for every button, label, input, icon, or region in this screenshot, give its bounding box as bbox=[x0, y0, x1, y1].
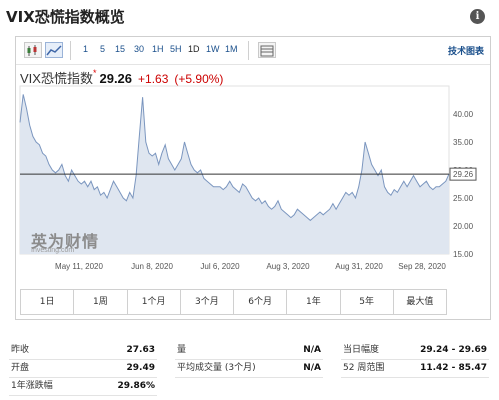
stat-label: 量 bbox=[177, 345, 187, 355]
period-5y[interactable]: 5年 bbox=[341, 290, 394, 314]
y-tick-label: 20.00 bbox=[453, 222, 474, 231]
stats-column-2: 量 N/A 平均成交量 (3个月) N/A bbox=[175, 342, 323, 378]
stat-row-day-range: 当日幅度 29.24 - 29.69 bbox=[341, 342, 489, 360]
stat-label: 当日幅度 bbox=[343, 345, 380, 355]
period-1w[interactable]: 1周 bbox=[74, 290, 128, 314]
quote-star: * bbox=[92, 68, 97, 78]
stat-value: 29.24 - 29.69 bbox=[420, 345, 487, 355]
stat-row-volume: 量 N/A bbox=[175, 342, 323, 360]
range-1d[interactable]: 1D bbox=[188, 44, 200, 54]
price-line bbox=[19, 94, 450, 222]
table-icon[interactable] bbox=[258, 42, 276, 58]
y-tick-label: 40.00 bbox=[453, 110, 474, 119]
chart-panel: 1 5 15 30 1H 5H 1D 1W 1M 技术图表 VIX恐慌指数* 29… bbox=[15, 36, 491, 320]
period-6m[interactable]: 6个月 bbox=[234, 290, 288, 314]
x-tick-label: Jun 8, 2020 bbox=[131, 262, 173, 271]
x-tick-label: Aug 3, 2020 bbox=[266, 262, 310, 271]
range-1h[interactable]: 1H bbox=[152, 44, 164, 54]
y-tick-label: 35.00 bbox=[453, 138, 474, 147]
range-15min[interactable]: 15 bbox=[115, 44, 126, 54]
stat-label: 平均成交量 (3个月) bbox=[177, 363, 256, 373]
current-price-label: 29.26 bbox=[453, 170, 474, 179]
chart-toolbar: 1 5 15 30 1H 5H 1D 1W 1M 技术图表 bbox=[16, 37, 490, 65]
stats-column-1: 昨收 27.63 开盘 29.49 1年涨跌幅 29.86% bbox=[9, 342, 157, 396]
stat-value: 29.86% bbox=[117, 381, 156, 391]
info-icon[interactable]: i bbox=[470, 9, 485, 24]
x-tick-label: Aug 31, 2020 bbox=[335, 262, 383, 271]
stat-value: 27.63 bbox=[126, 345, 155, 355]
y-tick-label: 15.00 bbox=[453, 250, 474, 259]
quote-line: VIX恐慌指数* 29.26 +1.63 (+5.90%) bbox=[20, 68, 223, 88]
stat-value: N/A bbox=[303, 345, 321, 355]
range-5min[interactable]: 5 bbox=[100, 44, 106, 54]
range-30min[interactable]: 30 bbox=[134, 44, 145, 54]
page-title: VIX恐慌指数概览 bbox=[6, 8, 125, 26]
quote-change-pct: (+5.90%) bbox=[174, 72, 224, 86]
stat-label: 52 周范围 bbox=[343, 363, 385, 373]
x-tick-label: Jul 6, 2020 bbox=[200, 262, 240, 271]
stat-label: 1年涨跌幅 bbox=[11, 381, 53, 391]
stat-row-avg-volume: 平均成交量 (3个月) N/A bbox=[175, 360, 323, 378]
stat-label: 昨收 bbox=[11, 345, 30, 355]
range-5h[interactable]: 5H bbox=[170, 44, 182, 54]
range-1w[interactable]: 1W bbox=[206, 44, 220, 54]
x-tick-label: Sep 28, 2020 bbox=[398, 262, 446, 271]
price-area-fill bbox=[20, 94, 449, 255]
line-chart-icon[interactable] bbox=[45, 42, 63, 58]
stat-value: 11.42 - 85.47 bbox=[420, 363, 487, 373]
candlestick-icon[interactable] bbox=[24, 42, 42, 58]
period-1y[interactable]: 1年 bbox=[287, 290, 341, 314]
period-1m[interactable]: 1个月 bbox=[128, 290, 181, 314]
toolbar-divider bbox=[70, 41, 71, 60]
quote-price: 29.26 bbox=[99, 71, 133, 86]
period-selector: 1日 1周 1个月 3个月 6个月 1年 5年 最大值 bbox=[20, 289, 447, 315]
stat-row-1y-change: 1年涨跌幅 29.86% bbox=[9, 378, 157, 396]
toolbar-divider bbox=[248, 41, 249, 60]
period-1d[interactable]: 1日 bbox=[21, 290, 75, 314]
tech-chart-link[interactable]: 技术图表 bbox=[447, 47, 484, 57]
stat-value: 29.49 bbox=[126, 363, 155, 373]
stat-label: 开盘 bbox=[11, 363, 30, 373]
x-tick-label: May 11, 2020 bbox=[55, 262, 103, 271]
stats-column-3: 当日幅度 29.24 - 29.69 52 周范围 11.42 - 85.47 bbox=[341, 342, 489, 378]
watermark-logo: 英为财情 bbox=[31, 232, 100, 251]
watermark-site: Investing.com bbox=[31, 247, 75, 254]
quote-change: +1.63 bbox=[138, 72, 169, 86]
current-price-tag: 29.26 bbox=[449, 167, 477, 181]
period-max[interactable]: 最大值 bbox=[406, 297, 434, 307]
stat-row-prev-close: 昨收 27.63 bbox=[9, 342, 157, 360]
range-1m[interactable]: 1M bbox=[225, 44, 238, 54]
stat-row-open: 开盘 29.49 bbox=[9, 360, 157, 378]
range-1min[interactable]: 1 bbox=[83, 44, 89, 54]
quote-name: VIX恐慌指数 bbox=[20, 71, 93, 86]
y-tick-label: 25.00 bbox=[453, 194, 474, 203]
period-3m[interactable]: 3个月 bbox=[181, 290, 234, 314]
stat-row-52w-range: 52 周范围 11.42 - 85.47 bbox=[341, 360, 489, 378]
stat-value: N/A bbox=[303, 363, 321, 373]
